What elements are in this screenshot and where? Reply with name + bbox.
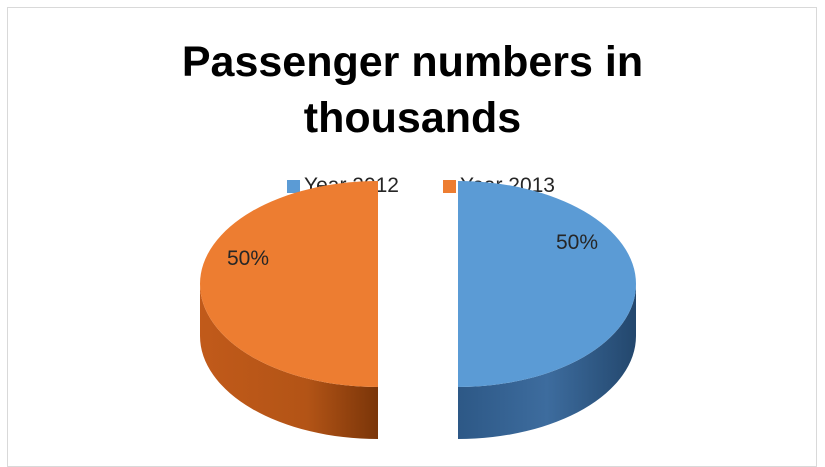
pie-slice-year-2013	[200, 181, 378, 439]
legend-swatch-year-2012	[287, 180, 300, 193]
data-labels: 50% 50%	[227, 231, 598, 270]
chart-frame	[7, 7, 817, 467]
pie-slices	[200, 181, 636, 439]
pie-slice-year-2012	[458, 181, 636, 439]
data-label-year-2012: 50%	[556, 231, 598, 254]
data-label-year-2013: 50%	[227, 247, 269, 270]
legend-swatch-year-2013	[443, 180, 456, 193]
chart-title: Passenger numbers in thousands	[181, 38, 644, 142]
